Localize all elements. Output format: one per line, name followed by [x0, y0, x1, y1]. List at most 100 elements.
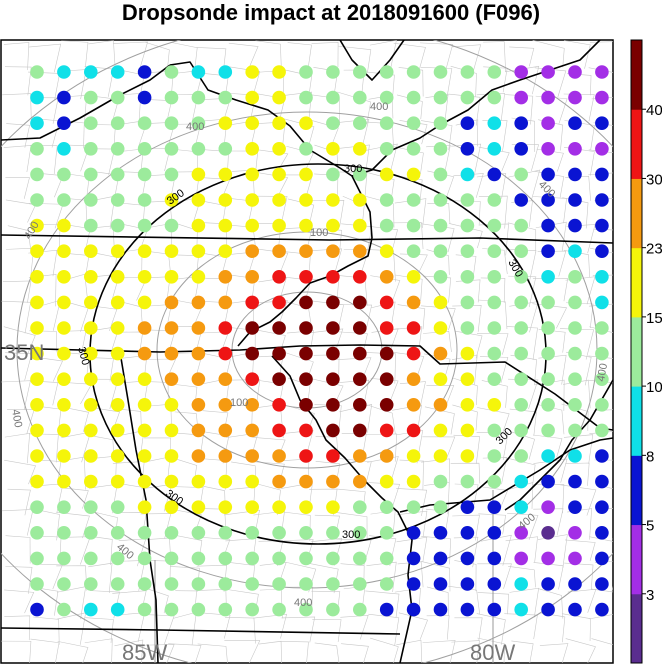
county-line: [420, 67, 453, 97]
county-line: [281, 586, 314, 613]
impact-dot: [514, 116, 528, 130]
colorbar-segment: [631, 386, 642, 456]
contour-label-400b: 400: [186, 121, 204, 133]
county-line: [393, 351, 425, 380]
impact-dot: [299, 321, 313, 335]
county-line: [3, 42, 30, 71]
impact-dot: [326, 449, 340, 463]
impact-dot: [406, 295, 421, 310]
impact-dot: [433, 270, 448, 284]
impact-dot: [595, 551, 609, 566]
county-line: [311, 42, 339, 68]
impact-dot: [379, 474, 394, 489]
impact-dot: [110, 218, 125, 233]
impact-dot: [84, 321, 98, 335]
impact-dot: [487, 577, 502, 591]
impact-dot: [218, 244, 233, 258]
county-line: [482, 486, 509, 509]
impact-dot: [245, 372, 259, 387]
impact-dot: [406, 372, 421, 387]
impact-dot: [433, 398, 448, 412]
impact-dot: [406, 474, 421, 489]
impact-dot: [460, 167, 475, 182]
impact-dot: [272, 346, 286, 361]
impact-dot: [460, 244, 475, 258]
impact-dot: [84, 65, 98, 79]
contour-label-300e: 300: [342, 529, 360, 541]
impact-dot: [164, 295, 179, 310]
impact-dot: [137, 372, 152, 387]
impact-dot: [164, 218, 179, 233]
impact-dot: [245, 65, 259, 79]
county-line: [478, 513, 507, 535]
impact-dot: [191, 577, 206, 591]
impact-dot: [245, 295, 259, 310]
impact-dot: [541, 500, 555, 514]
county-line: [314, 642, 340, 663]
impact-dot: [353, 500, 367, 514]
impact-dot: [541, 602, 555, 617]
impact-dot: [164, 167, 179, 182]
impact-dot: [568, 577, 582, 591]
county-line: [538, 588, 564, 619]
impact-dot: [57, 372, 71, 387]
impact-dot: [379, 372, 394, 387]
impact-dot: [379, 90, 394, 105]
impact-dot: [84, 372, 98, 387]
impact-dot: [110, 116, 125, 130]
impact-dot: [568, 142, 582, 156]
impact-dot: [30, 526, 44, 540]
county-line: [308, 119, 339, 145]
impact-dot: [460, 295, 475, 310]
impact-dot: [30, 321, 44, 335]
impact-dot: [487, 244, 502, 258]
impact-dot: [353, 526, 367, 540]
impact-dot: [191, 423, 206, 438]
impact-dot: [595, 244, 609, 258]
impact-dot: [379, 116, 394, 130]
impact-dot: [514, 167, 528, 182]
colorbar-segment: [631, 178, 642, 249]
contour-label-300c: 300: [75, 346, 91, 367]
impact-dot: [353, 398, 367, 412]
impact-dot: [137, 398, 152, 412]
colorbar-segment: [631, 593, 642, 664]
impact-dot: [487, 218, 502, 233]
county-line: [367, 404, 396, 435]
impact-dot: [326, 90, 340, 105]
impact-dot: [245, 577, 259, 591]
county-line: [450, 462, 481, 484]
impact-dot: [245, 116, 259, 130]
impact-dot: [406, 449, 421, 463]
impact-dot: [30, 398, 44, 412]
impact-dot: [191, 500, 206, 514]
county-line: [426, 385, 455, 406]
impact-dot: [487, 90, 502, 105]
impact-dot: [137, 167, 152, 182]
impact-dot: [487, 321, 502, 335]
impact-dot: [245, 423, 259, 438]
impact-dot: [218, 500, 233, 514]
impact-dot: [57, 244, 71, 258]
impact-dot: [595, 449, 609, 463]
county-line: [508, 566, 536, 588]
impact-dot: [541, 577, 555, 591]
county-line: [255, 172, 289, 199]
county-line: [397, 304, 426, 330]
impact-dot: [110, 500, 125, 514]
impact-dot: [272, 65, 286, 79]
county-line: [567, 588, 597, 613]
impact-dot: [110, 295, 125, 310]
impact-dot: [245, 142, 259, 156]
impact-dots: [30, 65, 609, 617]
impact-dot: [514, 346, 528, 361]
impact-dot: [595, 500, 609, 514]
impact-dot: [406, 346, 421, 361]
impact-dot: [487, 295, 502, 310]
impact-dot: [30, 372, 44, 387]
county-line: [371, 328, 399, 356]
impact-dot: [353, 116, 367, 130]
impact-dot: [191, 193, 206, 207]
impact-dot: [137, 65, 152, 79]
impact-dot: [541, 423, 555, 438]
